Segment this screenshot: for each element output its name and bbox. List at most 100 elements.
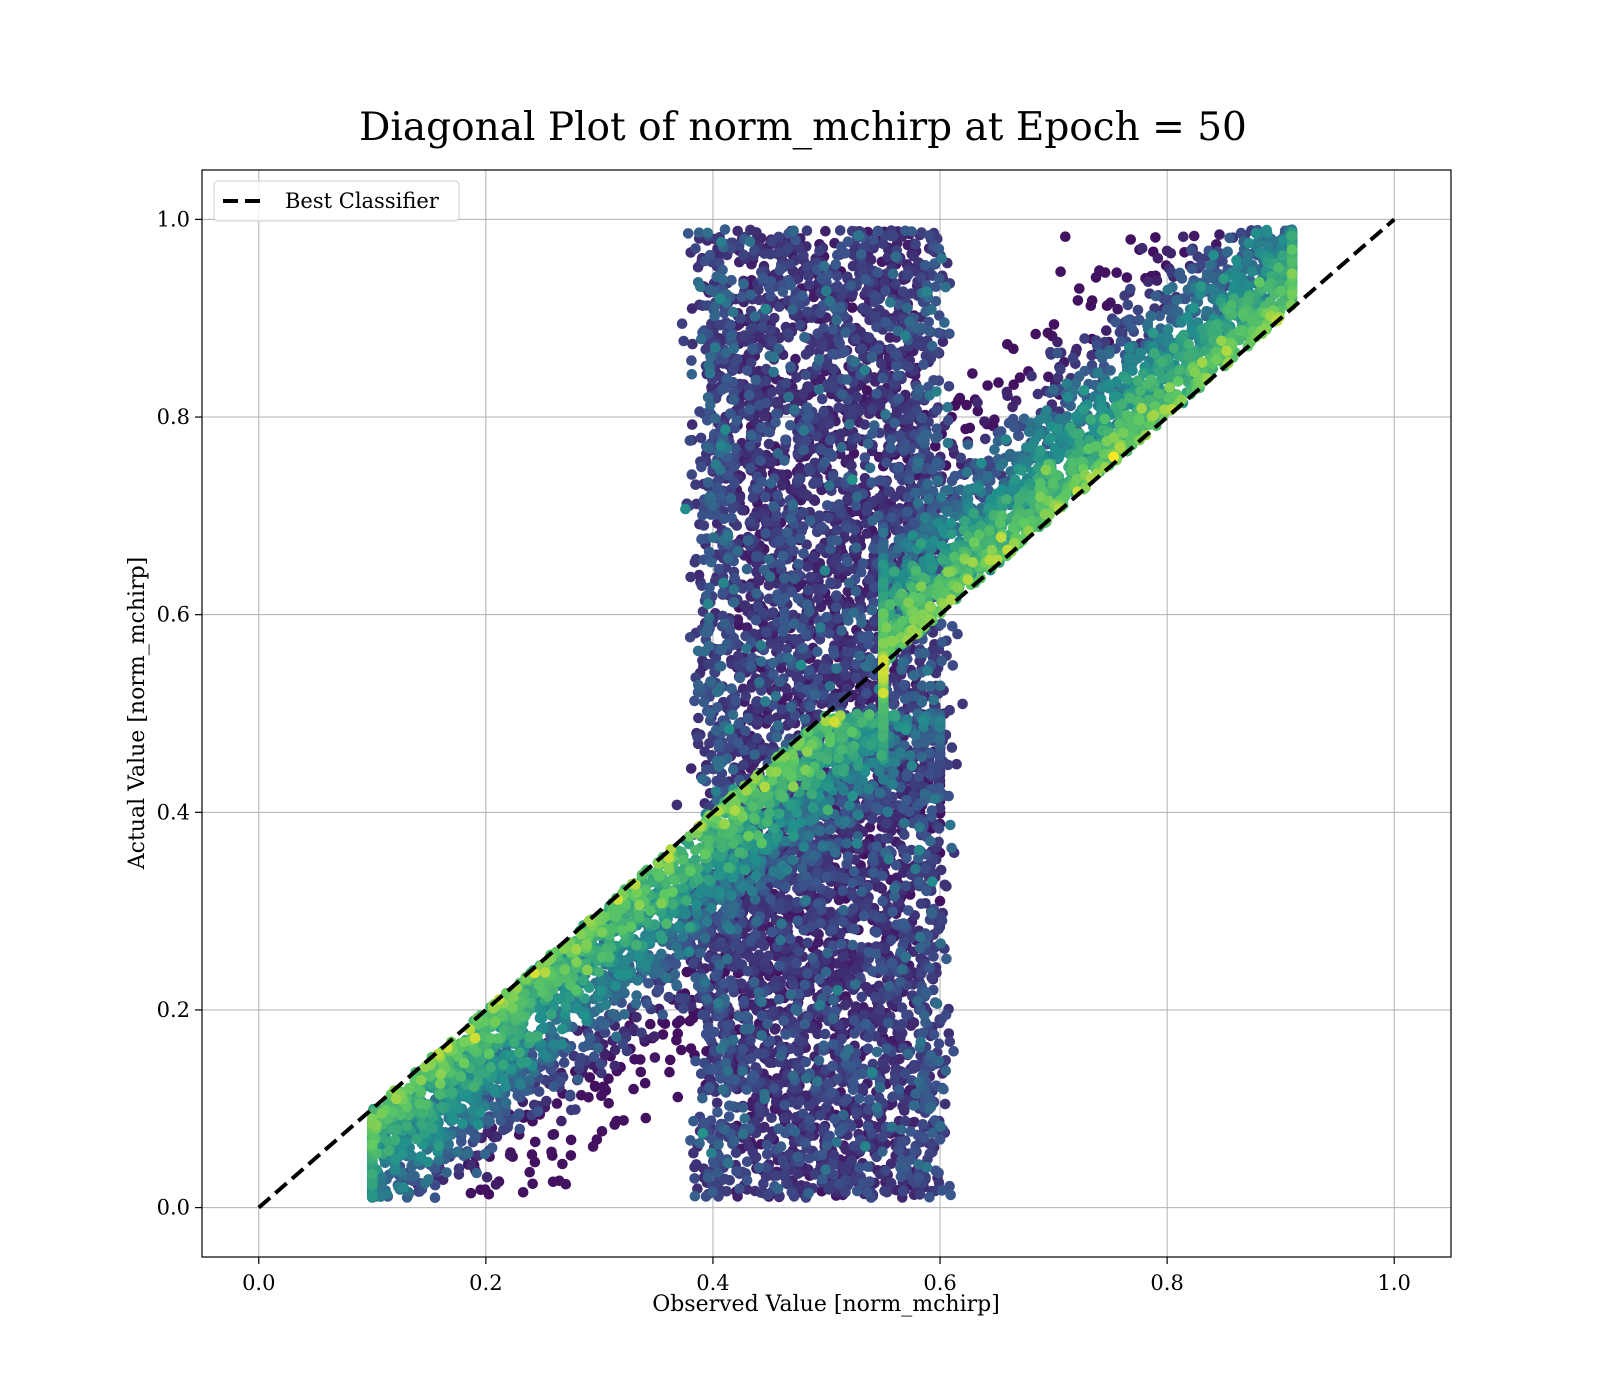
scatter-point — [691, 1159, 702, 1170]
scatter-point — [904, 413, 915, 424]
scatter-point — [816, 393, 828, 405]
scatter-point — [1002, 339, 1013, 350]
scatter-point — [737, 760, 749, 771]
scatter-point — [934, 895, 946, 907]
scatter-point — [676, 318, 688, 330]
scatter-point — [888, 230, 899, 242]
scatter-point — [745, 516, 756, 528]
scatter-point — [763, 438, 775, 450]
scatter-point — [824, 887, 835, 899]
scatter-point — [838, 951, 849, 962]
scatter-point — [664, 1054, 676, 1066]
scatter-point — [517, 1187, 529, 1198]
scatter-point — [769, 312, 780, 324]
scatter-point — [799, 488, 811, 500]
scatter-point — [1086, 295, 1098, 306]
scatter-point — [663, 991, 675, 1003]
scatter-point — [1136, 242, 1148, 254]
scatter-point — [636, 1027, 647, 1039]
scatter-point — [828, 1149, 840, 1161]
scatter-point — [972, 397, 983, 408]
scatter-point — [686, 419, 698, 430]
scatter-point — [1055, 266, 1066, 278]
scatter-point — [763, 714, 775, 725]
scatter-point — [913, 339, 924, 350]
scatter-point — [672, 1028, 684, 1039]
scatter-point — [596, 1126, 608, 1137]
scatter-point — [649, 1052, 661, 1063]
scatter-point — [1152, 252, 1164, 264]
scatter-point — [1112, 303, 1123, 315]
scatter-point — [814, 245, 825, 257]
scatter-point — [1007, 401, 1018, 413]
scatter-point — [993, 377, 1004, 388]
scatter-point — [778, 1112, 790, 1124]
scatter-point — [1161, 245, 1173, 257]
scatter-point — [584, 1072, 596, 1083]
scatter-point — [1101, 325, 1112, 336]
scatter-point — [952, 395, 964, 407]
scatter-point — [732, 614, 744, 625]
scatter-point — [603, 1073, 614, 1084]
scatter-point — [687, 1012, 699, 1024]
scatter-point — [859, 419, 870, 430]
scatter-point — [557, 1158, 568, 1170]
scatter-point — [924, 1148, 935, 1160]
scatter-point — [967, 368, 978, 379]
scatter-point — [798, 250, 809, 261]
scatter-point — [809, 477, 820, 488]
scatter-point — [856, 343, 867, 354]
scatter-point — [813, 936, 824, 948]
scatter-point — [961, 399, 972, 411]
scatter-point — [1048, 319, 1060, 330]
scatter-point — [972, 405, 984, 417]
scatter-point — [863, 332, 875, 343]
scatter-point — [688, 1147, 699, 1159]
scatter-point — [823, 512, 834, 523]
scatter-point — [890, 278, 901, 290]
scatter-point — [833, 402, 844, 413]
scatter-point — [1008, 379, 1019, 391]
scatter-point — [753, 716, 764, 727]
scatter-point — [674, 1015, 686, 1026]
scatter-point — [589, 1080, 601, 1092]
scatter-point — [982, 380, 993, 391]
scatter-point — [760, 375, 772, 387]
scatter-point — [850, 672, 862, 684]
scatter-point — [851, 391, 863, 403]
scatter-point — [802, 561, 813, 572]
scatter-point — [751, 733, 763, 744]
scatter-point — [832, 280, 843, 292]
scatter-point — [980, 433, 991, 445]
scatter-point — [583, 1092, 594, 1103]
scatter-point — [671, 799, 683, 811]
scatter-point — [783, 328, 794, 340]
scatter-point — [740, 690, 752, 702]
scatter-point — [896, 1019, 908, 1030]
scatter-point — [861, 505, 872, 517]
scatter-point — [759, 410, 770, 422]
scatter-point — [609, 1060, 621, 1072]
scatter-point — [631, 1012, 642, 1023]
scatter-point — [789, 633, 800, 645]
scatter-point — [944, 704, 955, 716]
scatter-point — [847, 302, 858, 314]
scatter-point — [851, 1107, 862, 1119]
scatter-point — [674, 992, 685, 1004]
scatter-point — [693, 712, 704, 724]
scatter-point — [747, 1147, 759, 1158]
scatter-point — [877, 1058, 888, 1069]
scatter-point — [814, 510, 825, 521]
scatter-point — [989, 414, 1000, 426]
scatter-point — [1067, 352, 1079, 364]
scatter-point — [828, 363, 839, 375]
scatter-point — [541, 1095, 552, 1107]
scatter-point — [771, 642, 783, 653]
scatter-point — [596, 1090, 607, 1102]
scatter-point — [800, 349, 812, 360]
scatter-point — [657, 1029, 669, 1040]
scatter-point — [676, 1044, 687, 1056]
scatter-point — [766, 236, 778, 248]
scatter-point — [979, 416, 990, 427]
scatter-point — [565, 1150, 577, 1161]
